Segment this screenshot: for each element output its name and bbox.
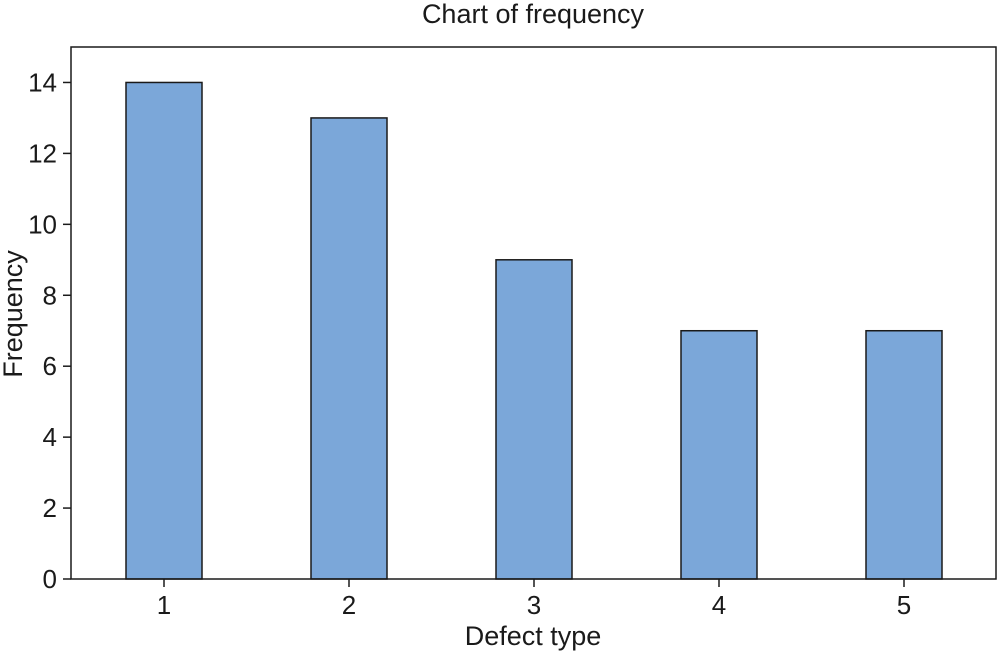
y-tick-label-10: 10: [28, 209, 57, 239]
x-tick-label-5: 5: [897, 590, 911, 620]
x-tick-label-2: 2: [342, 590, 356, 620]
x-axis-label: Defect type: [465, 621, 602, 651]
bar-3: [495, 259, 573, 580]
y-tick-label-4: 4: [43, 422, 57, 452]
x-tick-label-4: 4: [712, 590, 726, 620]
bar-2: [310, 117, 388, 580]
y-axis-label: Frequency: [0, 250, 28, 378]
y-tick-label-14: 14: [28, 67, 57, 97]
chart-title: Chart of frequency: [422, 0, 645, 29]
plot-frame: [70, 46, 997, 580]
bars-group: [125, 81, 943, 580]
x-axis-ticks: 1 2 3 4 5: [157, 579, 911, 620]
y-axis-ticks: 0 2 4 6 8 10 12 14: [28, 67, 71, 594]
y-tick-label-0: 0: [43, 564, 57, 594]
y-tick-label-2: 2: [43, 493, 57, 523]
x-tick-label-1: 1: [157, 590, 171, 620]
x-tick-label-3: 3: [527, 590, 541, 620]
y-tick-label-6: 6: [43, 351, 57, 381]
bar-4: [680, 329, 758, 580]
bar-1: [125, 81, 203, 580]
y-tick-label-8: 8: [43, 280, 57, 310]
bar-5: [865, 329, 943, 580]
y-tick-label-12: 12: [28, 138, 57, 168]
